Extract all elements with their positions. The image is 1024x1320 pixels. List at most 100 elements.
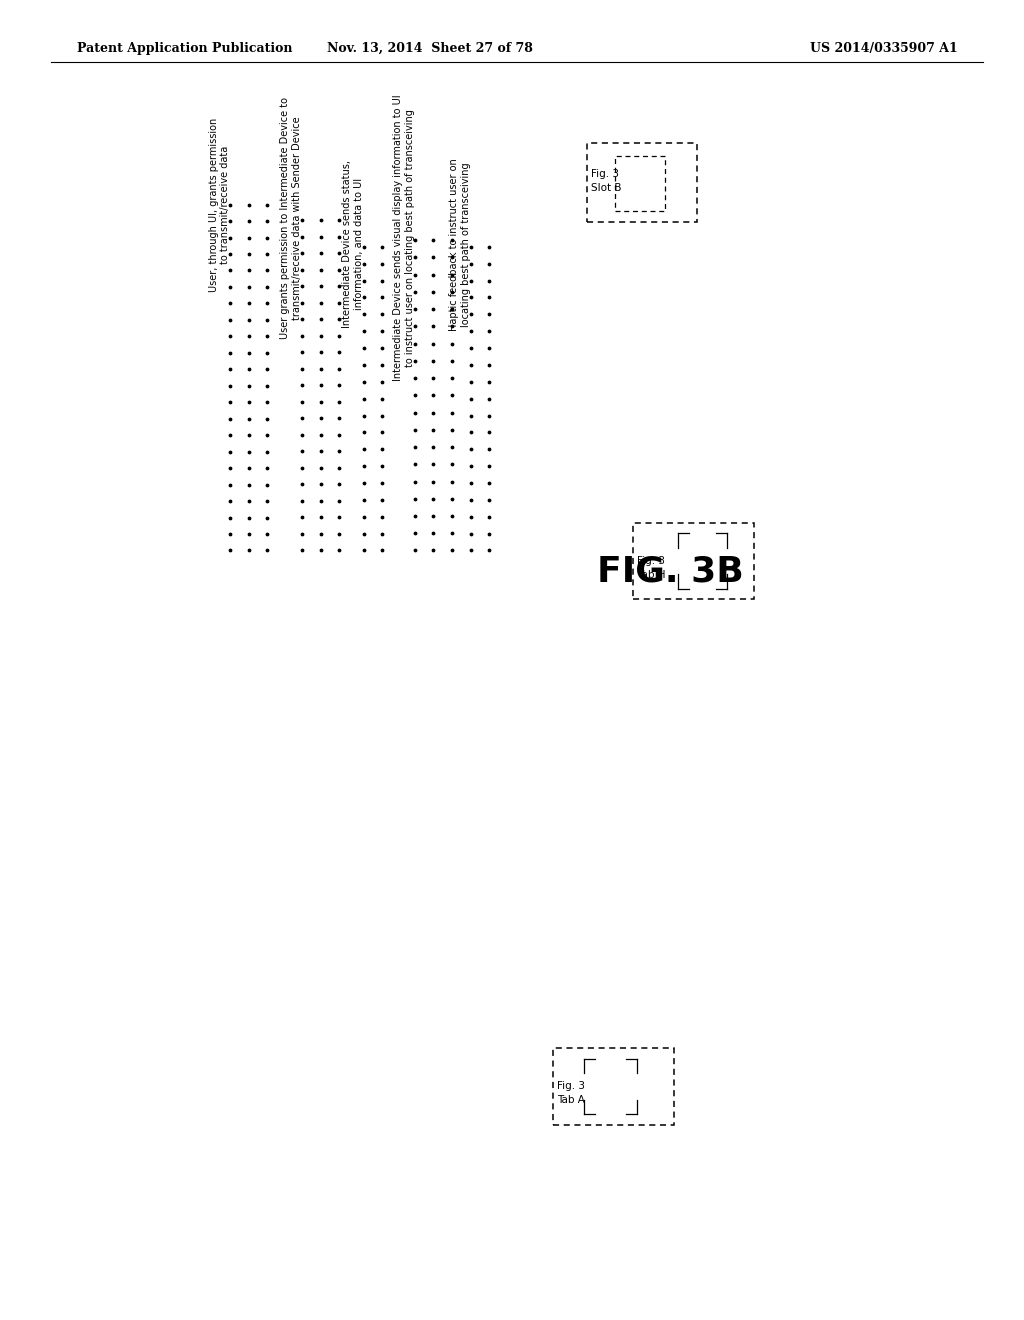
Point: [355, 338, 372, 359]
Point: [259, 524, 275, 545]
Point: [463, 354, 479, 375]
Point: [241, 425, 257, 446]
Point: [481, 321, 498, 342]
Point: [355, 540, 372, 561]
Point: [463, 523, 479, 544]
Point: [312, 276, 329, 297]
Point: [407, 385, 423, 407]
Point: [294, 408, 310, 429]
Point: [407, 298, 423, 319]
Point: [374, 371, 390, 392]
Point: [331, 276, 347, 297]
Point: [407, 403, 423, 424]
Point: [331, 408, 347, 429]
Point: [259, 194, 275, 215]
Point: [425, 523, 441, 544]
Point: [407, 315, 423, 337]
Point: [443, 488, 460, 510]
Point: [331, 293, 347, 314]
Point: [355, 371, 372, 392]
Point: [374, 286, 390, 308]
Point: [294, 458, 310, 479]
Point: [312, 491, 329, 512]
Point: [463, 506, 479, 527]
Point: [481, 253, 498, 275]
Point: [425, 264, 441, 285]
Point: [407, 488, 423, 510]
Point: [481, 422, 498, 444]
Point: [294, 507, 310, 528]
Point: [407, 281, 423, 302]
Point: [241, 474, 257, 495]
Point: [425, 488, 441, 510]
Point: [241, 309, 257, 330]
Point: [463, 388, 479, 409]
Point: [241, 540, 257, 561]
Point: [241, 227, 257, 248]
Point: [294, 540, 310, 561]
Point: [407, 333, 423, 354]
Point: [463, 473, 479, 494]
Point: [463, 236, 479, 257]
Point: [374, 321, 390, 342]
Point: [331, 474, 347, 495]
Point: [374, 271, 390, 292]
Point: [222, 408, 239, 429]
Point: [222, 474, 239, 495]
Point: [312, 326, 329, 347]
Point: [222, 309, 239, 330]
Point: [222, 359, 239, 380]
Point: [463, 321, 479, 342]
Point: [374, 422, 390, 444]
Point: [259, 458, 275, 479]
Point: [443, 264, 460, 285]
Point: [241, 491, 257, 512]
Point: [425, 281, 441, 302]
Point: [241, 408, 257, 429]
Point: [259, 491, 275, 512]
Point: [259, 227, 275, 248]
Point: [443, 420, 460, 441]
Point: [443, 523, 460, 544]
Point: [222, 293, 239, 314]
Point: [222, 458, 239, 479]
Point: [222, 326, 239, 347]
Point: [355, 271, 372, 292]
Point: [331, 441, 347, 462]
Point: [443, 350, 460, 371]
Point: [481, 540, 498, 561]
Point: [312, 524, 329, 545]
Point: [294, 474, 310, 495]
Point: [481, 506, 498, 527]
Point: [331, 491, 347, 512]
Point: [312, 243, 329, 264]
Point: [312, 441, 329, 462]
Point: [481, 473, 498, 494]
Point: [407, 367, 423, 388]
Point: [463, 438, 479, 459]
Point: [241, 194, 257, 215]
Point: [407, 523, 423, 544]
Point: [222, 425, 239, 446]
Point: [374, 438, 390, 459]
Point: [294, 524, 310, 545]
Point: [425, 420, 441, 441]
Point: [222, 491, 239, 512]
Point: [294, 425, 310, 446]
Point: [241, 260, 257, 281]
Point: [374, 236, 390, 257]
Point: [407, 264, 423, 285]
Point: [259, 375, 275, 396]
Point: [355, 286, 372, 308]
Point: [312, 210, 329, 231]
Point: [294, 491, 310, 512]
Point: [331, 342, 347, 363]
Text: User grants permission to Intermediate Device to
transmit/receive data with Send: User grants permission to Intermediate D…: [281, 96, 302, 339]
Point: [241, 441, 257, 462]
Point: [425, 315, 441, 337]
Point: [222, 276, 239, 297]
Point: [425, 367, 441, 388]
Point: [222, 540, 239, 561]
Point: [331, 259, 347, 281]
Point: [241, 342, 257, 363]
